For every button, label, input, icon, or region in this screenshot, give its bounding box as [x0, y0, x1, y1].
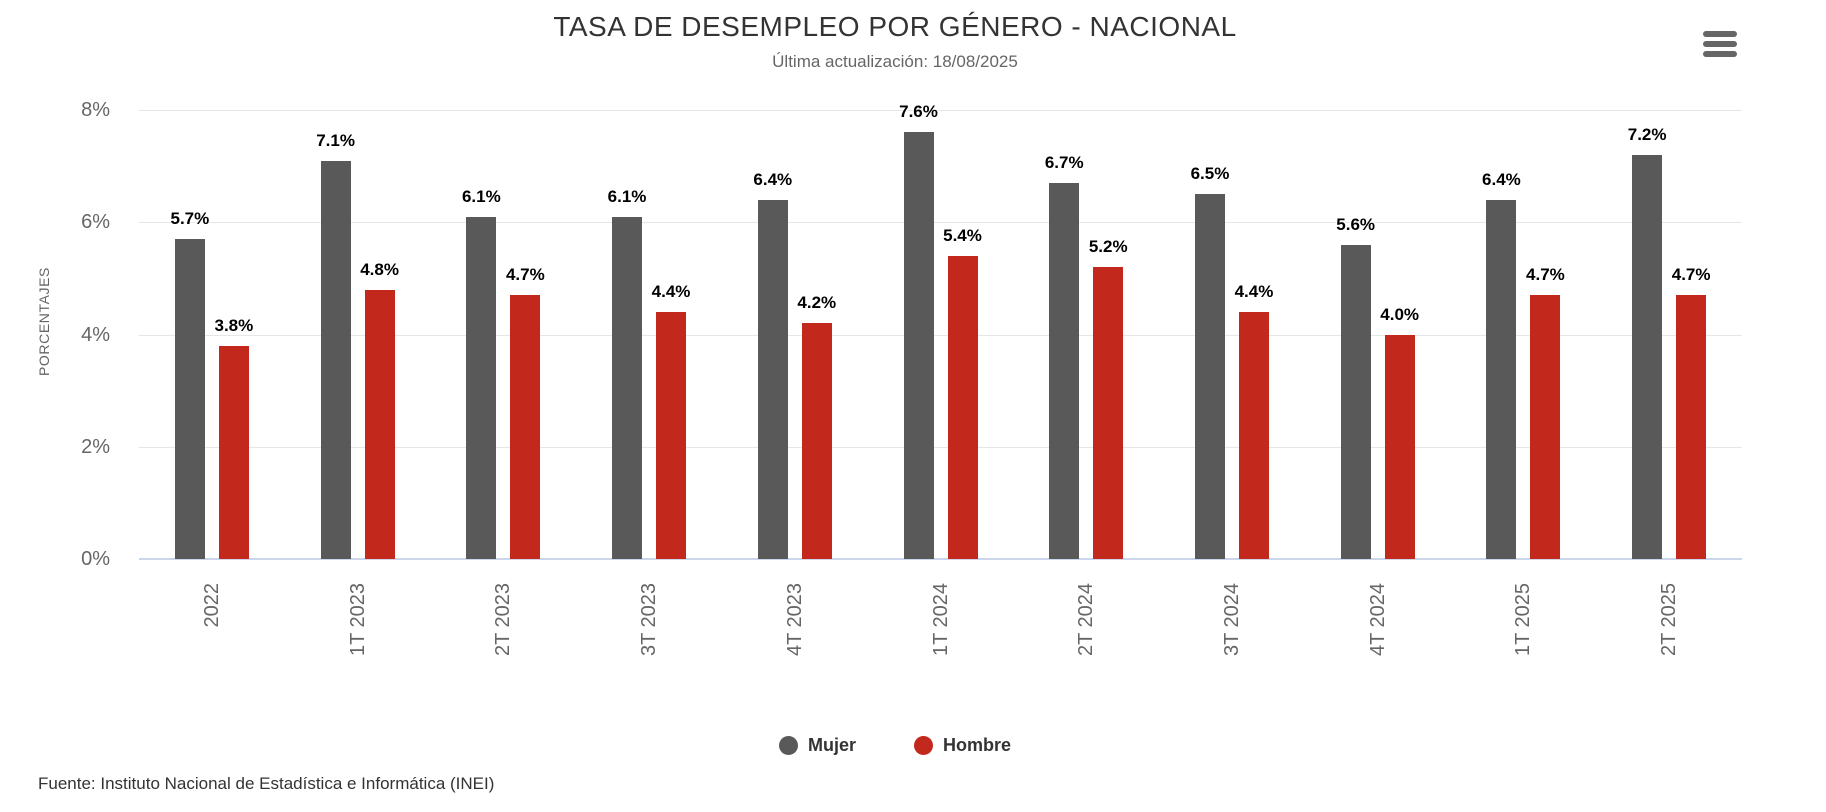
value-label-hombre-3t-2023: 4.4% [651, 282, 691, 302]
bar-hombre-4t-2024[interactable] [1384, 334, 1415, 559]
x-axis-label-1t-2024: 1T 2024 [929, 583, 952, 657]
hamburger-menu-icon [1703, 51, 1737, 57]
bar-hombre-2022[interactable] [218, 345, 249, 559]
x-axis-label-3t-2023: 3T 2023 [638, 583, 661, 657]
source-note: Fuente: Instituto Nacional de Estadístic… [38, 774, 495, 793]
value-label-hombre-1t-2023: 4.8% [360, 259, 399, 279]
legend-item-mujer[interactable]: Mujer [778, 735, 856, 756]
bar-hombre-2t-2025[interactable] [1676, 295, 1707, 559]
bar-mujer-1t-2024[interactable] [903, 132, 934, 559]
value-label-mujer-2t-2023: 6.1% [461, 186, 501, 206]
value-label-mujer-3t-2023: 6.1% [607, 186, 647, 206]
x-axis-label-1t-2025: 1T 2025 [1512, 583, 1535, 657]
value-label-mujer-3t-2024: 6.5% [1190, 164, 1230, 184]
value-label-mujer-2022: 5.7% [170, 209, 210, 229]
gridline-6pct [139, 222, 1742, 224]
x-axis-label-4t-2023: 4T 2023 [783, 583, 806, 657]
x-axis-label-4t-2024: 4T 2024 [1366, 583, 1389, 657]
chart-title: TASA DE DESEMPLEO POR GÉNERO - NACIONAL [553, 11, 1237, 42]
bar-hombre-1t-2025[interactable] [1530, 295, 1561, 559]
gridline-8pct [139, 110, 1742, 111]
y-axis-tick-2pct: 2% [81, 435, 110, 458]
bar-hombre-1t-2024[interactable] [947, 255, 978, 559]
bar-mujer-1t-2023[interactable] [320, 160, 351, 559]
value-label-hombre-1t-2025: 4.7% [1526, 265, 1565, 285]
gridline-2pct [139, 446, 1742, 448]
hamburger-menu-icon [1703, 31, 1737, 37]
value-label-hombre-1t-2024: 5.4% [943, 225, 982, 245]
x-axis-label-2022: 2022 [200, 583, 223, 628]
x-axis-label-2t-2025: 2T 2025 [1658, 583, 1681, 657]
value-label-mujer-1t-2025: 6.4% [1482, 169, 1521, 189]
bar-hombre-4t-2023[interactable] [801, 323, 832, 559]
legend-item-hombre[interactable]: Hombre [914, 735, 1011, 756]
bar-hombre-1t-2023[interactable] [364, 289, 395, 559]
bar-mujer-1t-2025[interactable] [1486, 199, 1517, 559]
bar-mujer-2022[interactable] [174, 239, 205, 559]
bar-mujer-2t-2023[interactable] [466, 216, 497, 559]
value-label-hombre-2022: 3.8% [214, 315, 254, 335]
value-label-hombre-3t-2024: 4.4% [1234, 282, 1274, 302]
x-axis-label-3t-2024: 3T 2024 [1220, 583, 1243, 657]
value-label-hombre-2t-2023: 4.7% [505, 265, 545, 285]
value-label-mujer-1t-2024: 7.6% [899, 102, 938, 122]
bar-mujer-2t-2024[interactable] [1049, 182, 1080, 559]
x-axis-label-1t-2023: 1T 2023 [346, 583, 369, 657]
value-label-hombre-4t-2024: 4.0% [1380, 304, 1420, 324]
x-axis-label-2t-2024: 2T 2024 [1075, 583, 1098, 657]
bar-hombre-3t-2023[interactable] [656, 312, 687, 559]
y-axis-tick-0pct: 0% [81, 548, 110, 570]
legend-label-hombre: Hombre [943, 735, 1012, 755]
bar-mujer-2t-2025[interactable] [1632, 154, 1663, 559]
legend-marker-hombre-icon [914, 736, 933, 755]
legend-marker-mujer-icon [778, 736, 798, 755]
context-menu-button[interactable] [1698, 23, 1742, 65]
hamburger-menu-icon [1703, 41, 1737, 47]
value-label-hombre-2t-2025: 4.7% [1671, 265, 1711, 285]
value-label-mujer-4t-2024: 5.6% [1336, 214, 1376, 234]
gridline-4pct [139, 334, 1742, 336]
chart-subtitle: Última actualización: 18/08/2025 [772, 52, 1018, 71]
y-axis-tick-6pct: 6% [81, 211, 110, 234]
bar-mujer-3t-2023[interactable] [612, 216, 643, 559]
value-label-mujer-2t-2025: 7.2% [1627, 124, 1667, 144]
x-axis-label-2t-2023: 2T 2023 [492, 583, 515, 657]
legend: Mujer Hombre [0, 735, 1790, 756]
bar-hombre-2t-2024[interactable] [1093, 267, 1124, 559]
bar-mujer-3t-2024[interactable] [1194, 194, 1225, 559]
bar-hombre-3t-2024[interactable] [1238, 312, 1269, 559]
value-label-hombre-4t-2023: 4.2% [797, 293, 837, 313]
bar-mujer-4t-2024[interactable] [1340, 244, 1371, 559]
value-label-mujer-4t-2023: 6.4% [753, 169, 793, 189]
y-axis-tick-4pct: 4% [81, 323, 110, 346]
value-label-hombre-2t-2024: 5.2% [1088, 237, 1128, 257]
value-label-mujer-2t-2024: 6.7% [1044, 152, 1084, 172]
legend-label-mujer: Mujer [807, 735, 856, 755]
x-axis-line [139, 558, 1742, 560]
bar-mujer-4t-2023[interactable] [757, 199, 788, 559]
bar-hombre-2t-2023[interactable] [510, 295, 541, 559]
y-axis-tick-8pct: 8% [81, 99, 110, 121]
value-label-mujer-1t-2023: 7.1% [316, 130, 355, 150]
